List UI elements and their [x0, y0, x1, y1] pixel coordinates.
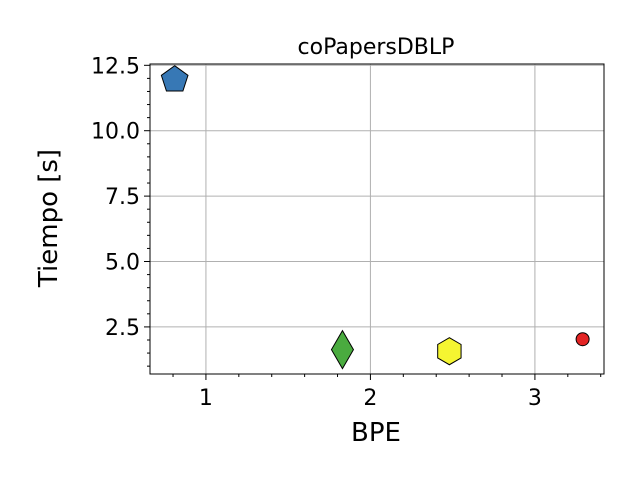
x-tick-label: 3 — [528, 386, 542, 411]
point-diamond-marker — [330, 329, 355, 370]
x-tick-label: 2 — [363, 386, 377, 411]
chart-title: coPapersDBLP — [298, 35, 455, 60]
x-axis-label: BPE — [351, 418, 401, 448]
y-tick-label: 12.5 — [91, 54, 140, 79]
point-hexagon-marker — [437, 337, 462, 366]
plot-frame — [149, 63, 605, 375]
y-tick-label: 10.0 — [91, 120, 140, 145]
y-tick-label: 5.0 — [105, 251, 140, 276]
y-axis-label: Tiempo [s] — [34, 149, 64, 288]
x-tick-label: 1 — [199, 386, 213, 411]
point-circle-marker — [575, 332, 590, 347]
grid — [150, 64, 604, 374]
y-tick-label: 7.5 — [105, 185, 140, 210]
y-tick-label: 2.5 — [105, 316, 140, 341]
axis-ticks: 1 2 3 2.5 5.0 7.5 10.0 12.5 — [91, 54, 602, 411]
point-pentagon-marker — [160, 65, 189, 92]
data-points — [160, 65, 590, 370]
